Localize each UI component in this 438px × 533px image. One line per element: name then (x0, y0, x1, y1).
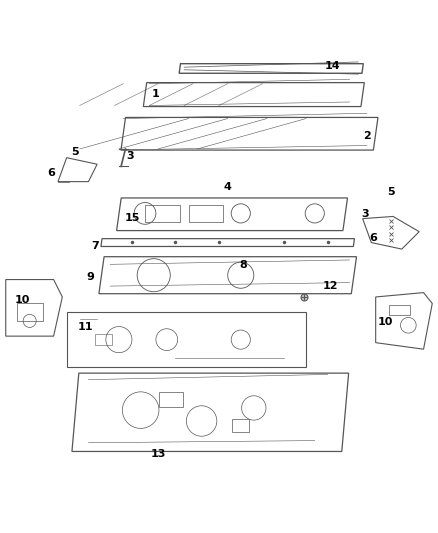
Text: 8: 8 (239, 260, 247, 270)
Text: 7: 7 (91, 240, 99, 251)
Text: 10: 10 (14, 295, 30, 305)
Text: 6: 6 (370, 233, 378, 243)
Text: 9: 9 (87, 272, 95, 282)
Text: 12: 12 (322, 281, 338, 291)
Text: 13: 13 (150, 449, 166, 458)
Text: 11: 11 (78, 322, 93, 333)
Text: 5: 5 (387, 187, 395, 197)
Bar (95, 334, 113, 345)
Text: 3: 3 (126, 150, 134, 160)
Text: 15: 15 (124, 213, 140, 223)
Text: 4: 4 (224, 182, 232, 192)
Text: 6: 6 (47, 168, 55, 178)
Text: 2: 2 (363, 131, 371, 141)
Text: 1: 1 (152, 88, 160, 99)
Bar (389, 304, 410, 316)
Text: 14: 14 (325, 61, 340, 71)
Text: 10: 10 (378, 317, 393, 327)
Bar (145, 205, 180, 222)
Bar (188, 205, 223, 222)
Text: 3: 3 (361, 209, 369, 219)
Text: 5: 5 (71, 148, 78, 157)
Bar (232, 419, 250, 432)
Bar (17, 303, 43, 321)
Bar (159, 392, 183, 407)
